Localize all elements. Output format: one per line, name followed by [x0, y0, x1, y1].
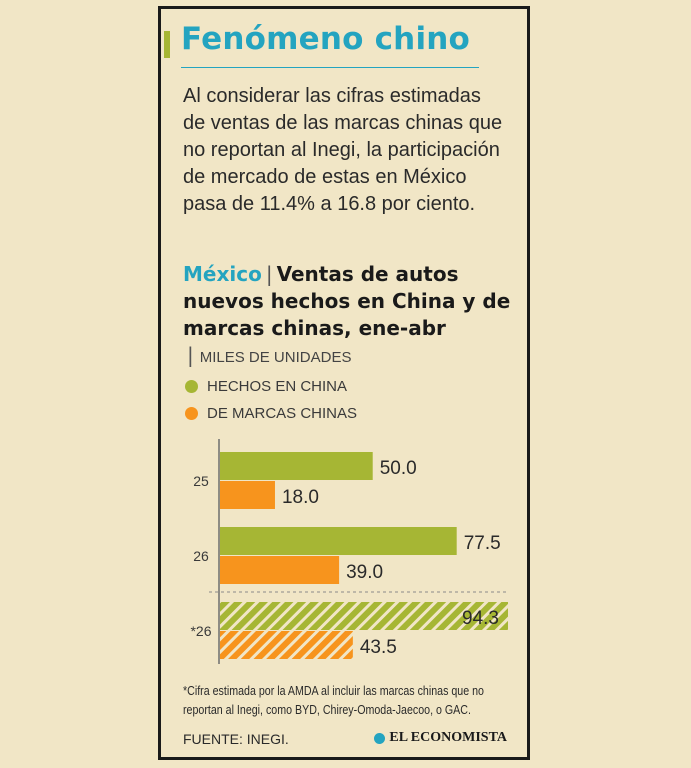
legend-label-marcas: DE MARCAS CHINAS — [207, 405, 358, 422]
data-label: 77.5 — [464, 533, 501, 554]
bar-hechos-25 — [220, 452, 373, 480]
legend-swatch-green — [185, 380, 198, 393]
brand-mark-icon — [374, 732, 386, 744]
chart-footnote: *Cifra estimada por la AMDA al incluir l… — [183, 683, 484, 717]
intro-text: Al considerar las cifras estimadas de ve… — [183, 85, 503, 215]
chart-title: Ventas de autos nuevos hechos en China y… — [183, 262, 511, 340]
bar-hechos-est26 — [220, 602, 508, 630]
legend-item-marcas: DE MARCAS CHINAS — [185, 400, 357, 427]
heading-separator: | — [265, 262, 273, 286]
infographic-title: Fenómeno chino — [181, 21, 471, 57]
chart-legend: HECHOS EN CHINA DE MARCAS CHINAS — [185, 373, 357, 427]
data-label: 43.5 — [360, 637, 397, 658]
units-separator: | — [187, 343, 194, 367]
data-label: 50.0 — [380, 458, 417, 479]
bar-chart: 25 50.0 18.0 26 77.5 39.0 *26 94.3 43.5 — [190, 439, 508, 664]
bar-hechos-26 — [220, 527, 457, 555]
title-accent-bar — [164, 31, 170, 58]
category-label: 25 — [193, 473, 209, 489]
chart-units: MILES DE UNIDADES — [199, 349, 352, 366]
infographic-card: Fenómeno chino Al considerar las cifras … — [158, 6, 530, 760]
bar-marcas-est26 — [220, 631, 353, 659]
bar-marcas-25 — [220, 481, 275, 509]
legend-swatch-orange — [185, 407, 198, 420]
brand-name: EL ECONOMISTA — [389, 730, 507, 745]
chart-country: México — [183, 262, 262, 286]
legend-label-hechos: HECHOS EN CHINA — [207, 378, 348, 395]
chart-source: FUENTE: INEGI. — [183, 731, 289, 747]
data-label: 18.0 — [282, 487, 319, 508]
title-divider — [181, 67, 479, 68]
legend-item-hechos: HECHOS EN CHINA — [185, 373, 357, 400]
bar-marcas-26 — [220, 556, 340, 584]
data-label: 94.3 — [462, 608, 499, 629]
chart-heading: México | Ventas de autos nuevos hechos en … — [183, 261, 513, 371]
brand-logo: EL ECONOMISTA — [374, 730, 507, 746]
data-label: 39.0 — [346, 562, 383, 583]
category-label: *26 — [190, 623, 211, 639]
category-label: 26 — [193, 548, 209, 564]
